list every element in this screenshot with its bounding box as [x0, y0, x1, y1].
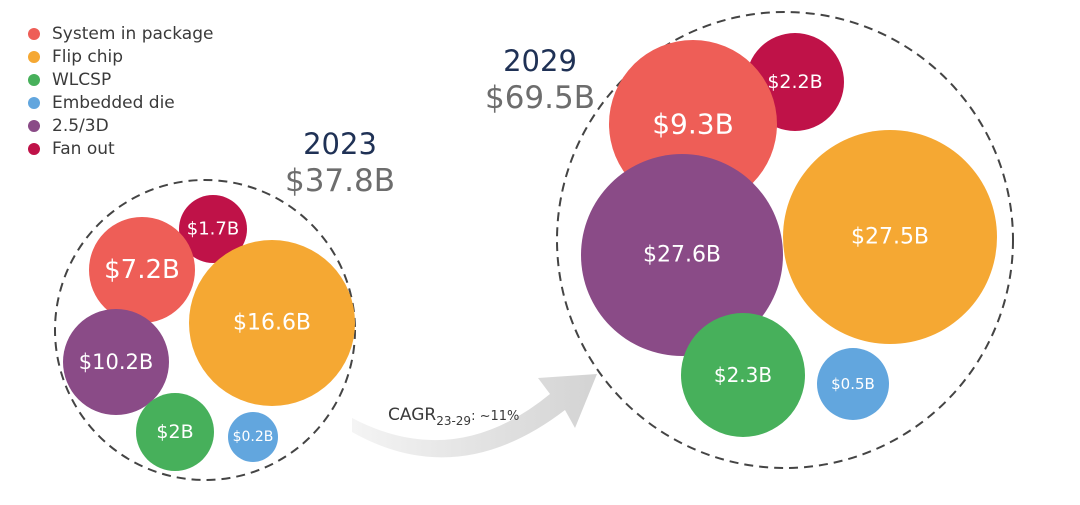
- cagr-subscript: 23-29: [436, 414, 471, 428]
- bubble-2029-2-5-3d: [581, 154, 783, 356]
- cagr-prefix: CAGR: [388, 405, 436, 425]
- group-2029-year: 2029: [503, 44, 577, 78]
- legend-item-flip-chip: Flip chip: [28, 45, 213, 68]
- bubble-label-2023-embedded-die: $0.2B: [233, 429, 274, 445]
- legend-swatch: [28, 96, 40, 109]
- bubble-label-2023-system-in-package: $7.2B: [104, 255, 180, 285]
- group-2029-outline: [556, 11, 1014, 469]
- legend-item-fan-out: Fan out: [28, 137, 213, 160]
- bubble-2023-embedded-die: [228, 412, 278, 462]
- legend-swatch: [28, 142, 40, 155]
- legend-label: WLCSP: [52, 69, 112, 90]
- group-2023-outline: [54, 179, 356, 481]
- cagr-suffix: : ~11%: [471, 409, 519, 424]
- bubble-2023-fan-out: [179, 195, 247, 263]
- bubble-label-2029-2-5-3d: $27.6B: [643, 243, 721, 268]
- group-2029-total: $69.5B: [485, 80, 595, 116]
- legend-swatch: [28, 73, 40, 86]
- legend-swatch: [28, 27, 40, 40]
- legend-label: 2.5/3D: [52, 115, 109, 136]
- bubble-label-2023-2-5-3d: $10.2B: [79, 350, 154, 374]
- bubble-2023-2-5-3d: [63, 309, 169, 415]
- bubble-2023-system-in-package: [89, 217, 195, 323]
- legend-label: Embedded die: [52, 92, 175, 113]
- group-2023-year: 2023: [303, 127, 377, 161]
- legend-swatch: [28, 119, 40, 132]
- bubble-2023-wlcsp: [136, 393, 214, 471]
- bubble-label-2029-wlcsp: $2.3B: [714, 363, 772, 387]
- legend-item-system-in-package: System in package: [28, 22, 213, 45]
- bubble-label-2023-fan-out: $1.7B: [187, 219, 239, 240]
- bubble-label-2029-fan-out: $2.2B: [767, 71, 822, 93]
- legend-item-embedded-die: Embedded die: [28, 91, 213, 114]
- cagr-label: CAGR23-29: ~11%: [388, 405, 519, 428]
- bubbles: $1.7B $7.2B $16.6B $10.2B $2B $0.2B $2.2B $9.3B…: [63, 33, 997, 471]
- bubble-label-2029-flip-chip: $27.5B: [851, 225, 929, 250]
- legend-label: Flip chip: [52, 46, 124, 67]
- bubble-label-2023-wlcsp: $2B: [156, 421, 193, 443]
- group-2023-total: $37.8B: [285, 163, 395, 199]
- legend-item-wlcsp: WLCSP: [28, 68, 213, 91]
- bubble-label-2023-flip-chip: $16.6B: [233, 311, 311, 336]
- legend-label: System in package: [52, 23, 214, 44]
- legend-item-2-5-3d: 2.5/3D: [28, 114, 213, 137]
- bubble-2029-flip-chip: [783, 130, 997, 344]
- cagr-arrow: [352, 374, 597, 458]
- bubble-label-2029-system-in-package: $9.3B: [652, 108, 734, 141]
- legend-swatch: [28, 50, 40, 63]
- bubble-2029-wlcsp: [681, 313, 805, 437]
- legend: System in package Flip chip WLCSP Embedd…: [28, 22, 213, 160]
- bubble-2029-embedded-die: [817, 348, 889, 420]
- legend-label: Fan out: [52, 138, 115, 159]
- bubble-2023-flip-chip: [189, 240, 355, 406]
- bubble-label-2029-embedded-die: $0.5B: [831, 375, 875, 393]
